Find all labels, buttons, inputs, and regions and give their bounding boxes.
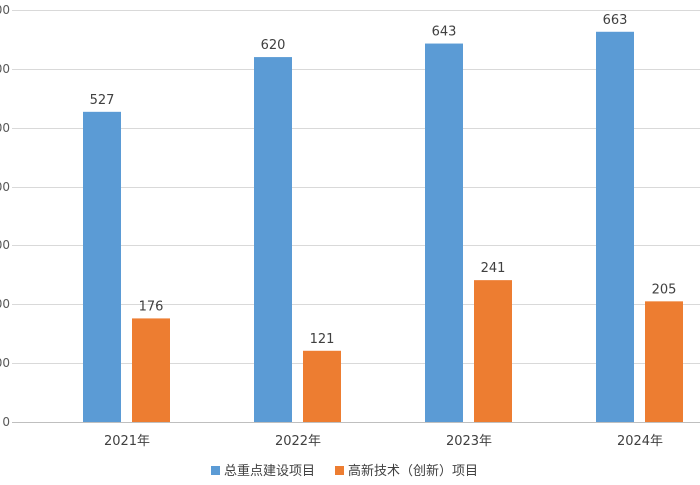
bar-total-projects	[425, 43, 463, 422]
data-label: 241	[481, 261, 506, 276]
legend-label: 高新技术（创新）项目	[348, 463, 478, 479]
y-tick-label: 00	[0, 121, 10, 135]
data-label: 527	[90, 93, 115, 108]
bar-total-projects	[596, 31, 634, 423]
data-label: 663	[603, 13, 628, 28]
x-tick-label: 2022年	[275, 434, 321, 449]
legend-swatch	[335, 466, 344, 475]
y-tick-label: 00	[0, 356, 10, 370]
bars	[83, 31, 683, 423]
data-label: 205	[652, 282, 677, 297]
bar-total-projects	[254, 57, 292, 422]
y-axis-ticks: 000000000000000	[0, 3, 10, 429]
y-tick-label: 00	[0, 180, 10, 194]
bar-hightech-projects	[645, 301, 683, 422]
data-label: 121	[310, 332, 335, 347]
y-tick-label: 00	[0, 238, 10, 252]
y-tick-label: 00	[0, 62, 10, 76]
legend: 总重点建设项目 高新技术（创新）项目	[211, 463, 478, 479]
legend-label: 总重点建设项目	[224, 463, 315, 479]
y-tick-label: 0	[2, 415, 10, 429]
legend-swatch	[211, 466, 220, 475]
data-labels: 527 620 643 663 176 121 241 205	[90, 13, 677, 347]
bar-hightech-projects	[132, 318, 170, 422]
x-axis-ticks: 2021年 2022年 2023年 2024年	[104, 434, 663, 449]
y-tick-label: 00	[0, 3, 10, 17]
x-tick-label: 2023年	[446, 434, 492, 449]
bar-total-projects	[83, 111, 121, 422]
bar-hightech-projects	[303, 350, 341, 422]
bar-hightech-projects	[474, 280, 512, 422]
x-tick-label: 2021年	[104, 434, 150, 449]
data-label: 176	[139, 299, 164, 314]
data-label: 620	[261, 38, 286, 53]
x-tick-label: 2024年	[617, 434, 663, 449]
gridlines	[12, 10, 700, 423]
data-label: 643	[432, 25, 457, 40]
y-tick-label: 00	[0, 297, 10, 311]
